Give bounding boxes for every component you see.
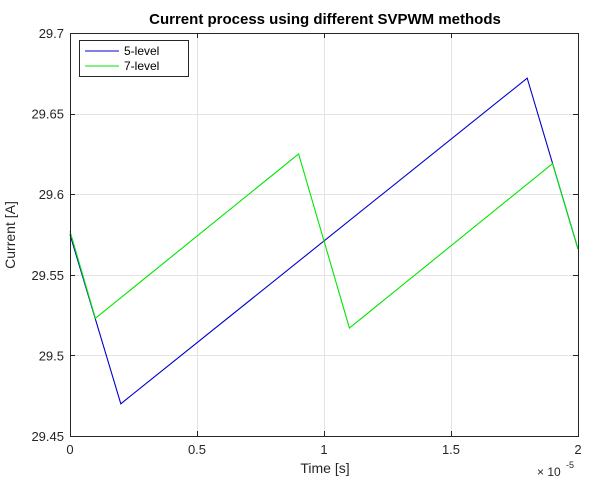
x-tick-label: 0.5 — [188, 442, 206, 457]
series-lines — [69, 77, 579, 405]
ticks: 0 0.5 1 1.5 2 29.45 29.5 29.55 29.6 29.65 29.7 — [31, 26, 581, 457]
x-multiplier-exponent: -5 — [566, 460, 574, 470]
x-tick-label: 0 — [66, 442, 73, 457]
legend-label: 5-level — [124, 44, 159, 58]
legend-box — [79, 40, 189, 77]
y-tick-label: 29.45 — [31, 429, 64, 444]
y-tick-label: 29.7 — [39, 26, 64, 41]
y-tick-label: 29.6 — [39, 187, 64, 202]
x-axis-label: Time [s] — [300, 460, 349, 476]
y-tick-label: 29.55 — [31, 268, 64, 283]
x-tick-label: 1 — [320, 442, 327, 457]
x-tick-label: 2 — [574, 442, 581, 457]
series-line-2 — [69, 152, 579, 329]
x-multiplier-base: × 10 — [537, 465, 561, 479]
legend-label: 7-level — [124, 59, 159, 73]
x-multiplier: × 10 -5 — [537, 460, 574, 479]
chart-title: Current process using different SVPWM me… — [149, 11, 501, 28]
y-axis-label: Current [A] — [2, 201, 18, 269]
x-tick-label: 1.5 — [442, 442, 460, 457]
y-tick-label: 29.5 — [39, 348, 64, 363]
y-tick-label: 29.65 — [31, 107, 64, 122]
